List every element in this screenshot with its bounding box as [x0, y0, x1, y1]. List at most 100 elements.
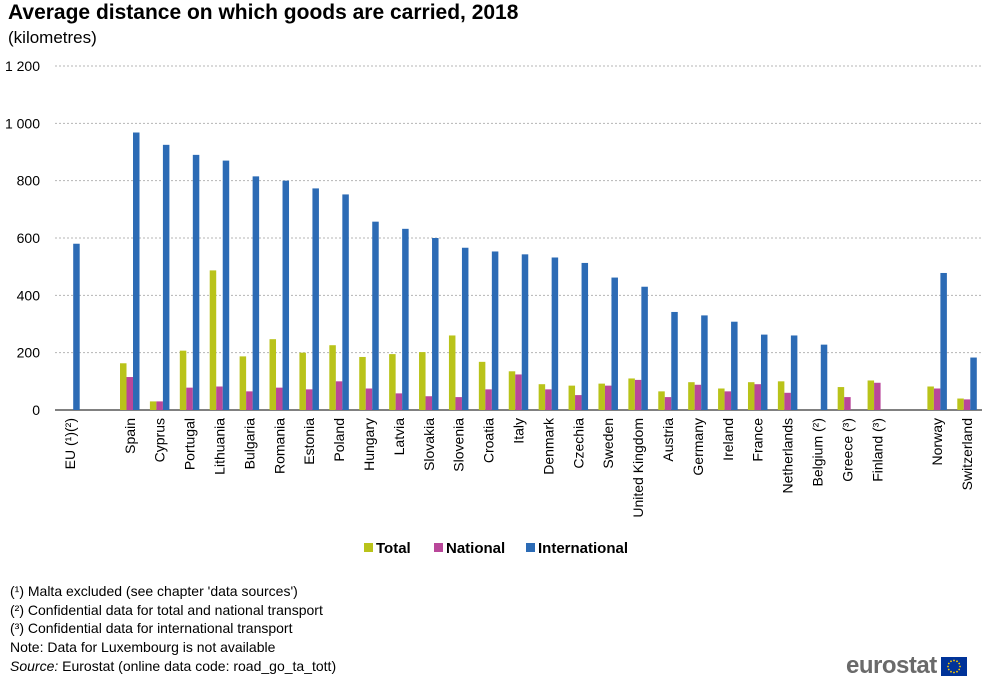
- x-tick-label: Latvia: [391, 418, 407, 456]
- bar-total: [598, 383, 605, 410]
- y-tick-label: 1 200: [5, 58, 40, 74]
- bar-total: [747, 382, 755, 410]
- x-tick-label: Netherlands: [780, 418, 796, 494]
- bar-national: [365, 388, 373, 410]
- bars: [73, 132, 977, 411]
- bar-total: [120, 363, 127, 410]
- bar-international: [73, 243, 80, 410]
- bar-national: [216, 386, 223, 410]
- y-tick-label: 200: [17, 345, 41, 361]
- bar-total: [478, 361, 486, 410]
- y-tick-label: 400: [17, 287, 41, 303]
- bar-national: [724, 391, 732, 410]
- bar-national: [485, 389, 492, 410]
- eurostat-logo: eurostat: [846, 652, 967, 680]
- x-tick-label: Greece (³): [839, 418, 855, 482]
- legend: Total National International: [364, 540, 628, 557]
- x-tick-label: Hungary: [361, 418, 377, 471]
- bar-national: [425, 396, 433, 410]
- flag-star: [955, 670, 958, 673]
- bar-international: [820, 344, 828, 410]
- bar-international: [731, 321, 738, 410]
- bar-total: [658, 391, 665, 410]
- bar-national: [156, 401, 163, 410]
- flag-star: [957, 668, 960, 670]
- bar-international: [461, 247, 469, 410]
- bar-international: [551, 257, 559, 410]
- x-tick-label: Lithuania: [211, 418, 227, 475]
- flag-star: [949, 659, 952, 662]
- bar-national: [844, 397, 851, 410]
- bar-total: [568, 385, 576, 410]
- bar-international: [162, 144, 170, 411]
- x-tick-label: Croatia: [481, 418, 497, 463]
- bar-international: [671, 311, 678, 410]
- x-tick-label: Poland: [331, 418, 347, 462]
- flag-star: [947, 668, 950, 670]
- bar-national: [754, 384, 761, 410]
- bar-international: [192, 154, 200, 410]
- flag-star: [955, 659, 958, 662]
- bar-international: [402, 228, 409, 410]
- bar-national: [186, 387, 193, 410]
- flag-star: [947, 662, 950, 664]
- source-text: Eurostat (online data code: road_go_ta_t…: [58, 658, 337, 674]
- chart-title: Average distance on which goods are carr…: [8, 1, 519, 24]
- bar-international: [970, 357, 977, 410]
- x-tick-label: Belgium (²): [810, 418, 826, 486]
- bar-total: [508, 371, 516, 410]
- bar-total: [837, 387, 845, 410]
- x-tick-label: Cyprus: [152, 418, 168, 462]
- bar-total: [628, 378, 635, 410]
- y-tick-label: 800: [17, 173, 41, 189]
- bar-total: [777, 381, 785, 410]
- bar-international: [432, 238, 439, 410]
- bar-total: [867, 380, 875, 410]
- x-tick-label: Finland (³): [869, 418, 885, 482]
- bar-chart: 0 200 400 600 800 1 000 1 200 EU (¹)(²) Spain Cy…: [5, 58, 982, 557]
- bar-total: [688, 382, 695, 410]
- legend-label-international: International: [538, 540, 628, 557]
- bar-national: [575, 395, 582, 410]
- bar-international: [940, 272, 947, 410]
- bar-national: [664, 397, 672, 410]
- bar-total: [269, 339, 277, 410]
- y-tick-label: 0: [32, 402, 40, 418]
- bar-national: [276, 387, 283, 410]
- footnote-2: (²) Confidential data for total and nati…: [10, 601, 323, 618]
- x-tick-label: Czechia: [570, 418, 586, 469]
- bar-total: [209, 270, 217, 410]
- bar-international: [641, 286, 648, 410]
- legend-swatch-total: [364, 543, 373, 552]
- bar-total: [389, 354, 396, 410]
- x-tick-label: Sweden: [600, 418, 616, 469]
- bar-national: [515, 374, 522, 410]
- flag-star: [949, 670, 952, 673]
- bar-total: [239, 356, 247, 410]
- source-line: Source: Eurostat (online data code: road…: [10, 658, 336, 674]
- bar-international: [372, 221, 379, 410]
- chart-subtitle: (kilometres): [8, 28, 97, 47]
- legend-swatch-international: [526, 543, 535, 552]
- bar-total: [329, 345, 336, 410]
- logo-text: eurostat: [846, 652, 937, 679]
- bar-international: [342, 194, 349, 410]
- x-tick-label: Norway: [929, 418, 945, 465]
- bar-national: [963, 399, 971, 410]
- x-tick-label: Bulgaria: [241, 418, 257, 470]
- bar-national: [604, 385, 612, 410]
- bar-national: [634, 379, 642, 410]
- flag-star: [958, 665, 961, 667]
- bar-total: [179, 350, 187, 410]
- x-tick-label: Slovakia: [421, 418, 437, 471]
- bar-international: [252, 176, 260, 410]
- x-tick-label: Slovenia: [451, 418, 467, 472]
- bar-international: [133, 132, 140, 411]
- bar-total: [927, 386, 934, 410]
- bar-total: [299, 352, 306, 410]
- x-tick-label: Ireland: [720, 418, 736, 461]
- x-tick-label: Austria: [660, 418, 676, 462]
- x-tick-label: United Kingdom: [630, 418, 646, 518]
- y-axis-ticks: 0 200 400 600 800 1 000 1 200: [5, 58, 40, 418]
- eu-flag-icon: [940, 656, 967, 676]
